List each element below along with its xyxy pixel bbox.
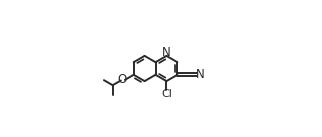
Text: O: O bbox=[117, 73, 127, 86]
Text: N: N bbox=[162, 46, 171, 58]
Text: N: N bbox=[195, 68, 204, 81]
Text: Cl: Cl bbox=[161, 89, 172, 99]
